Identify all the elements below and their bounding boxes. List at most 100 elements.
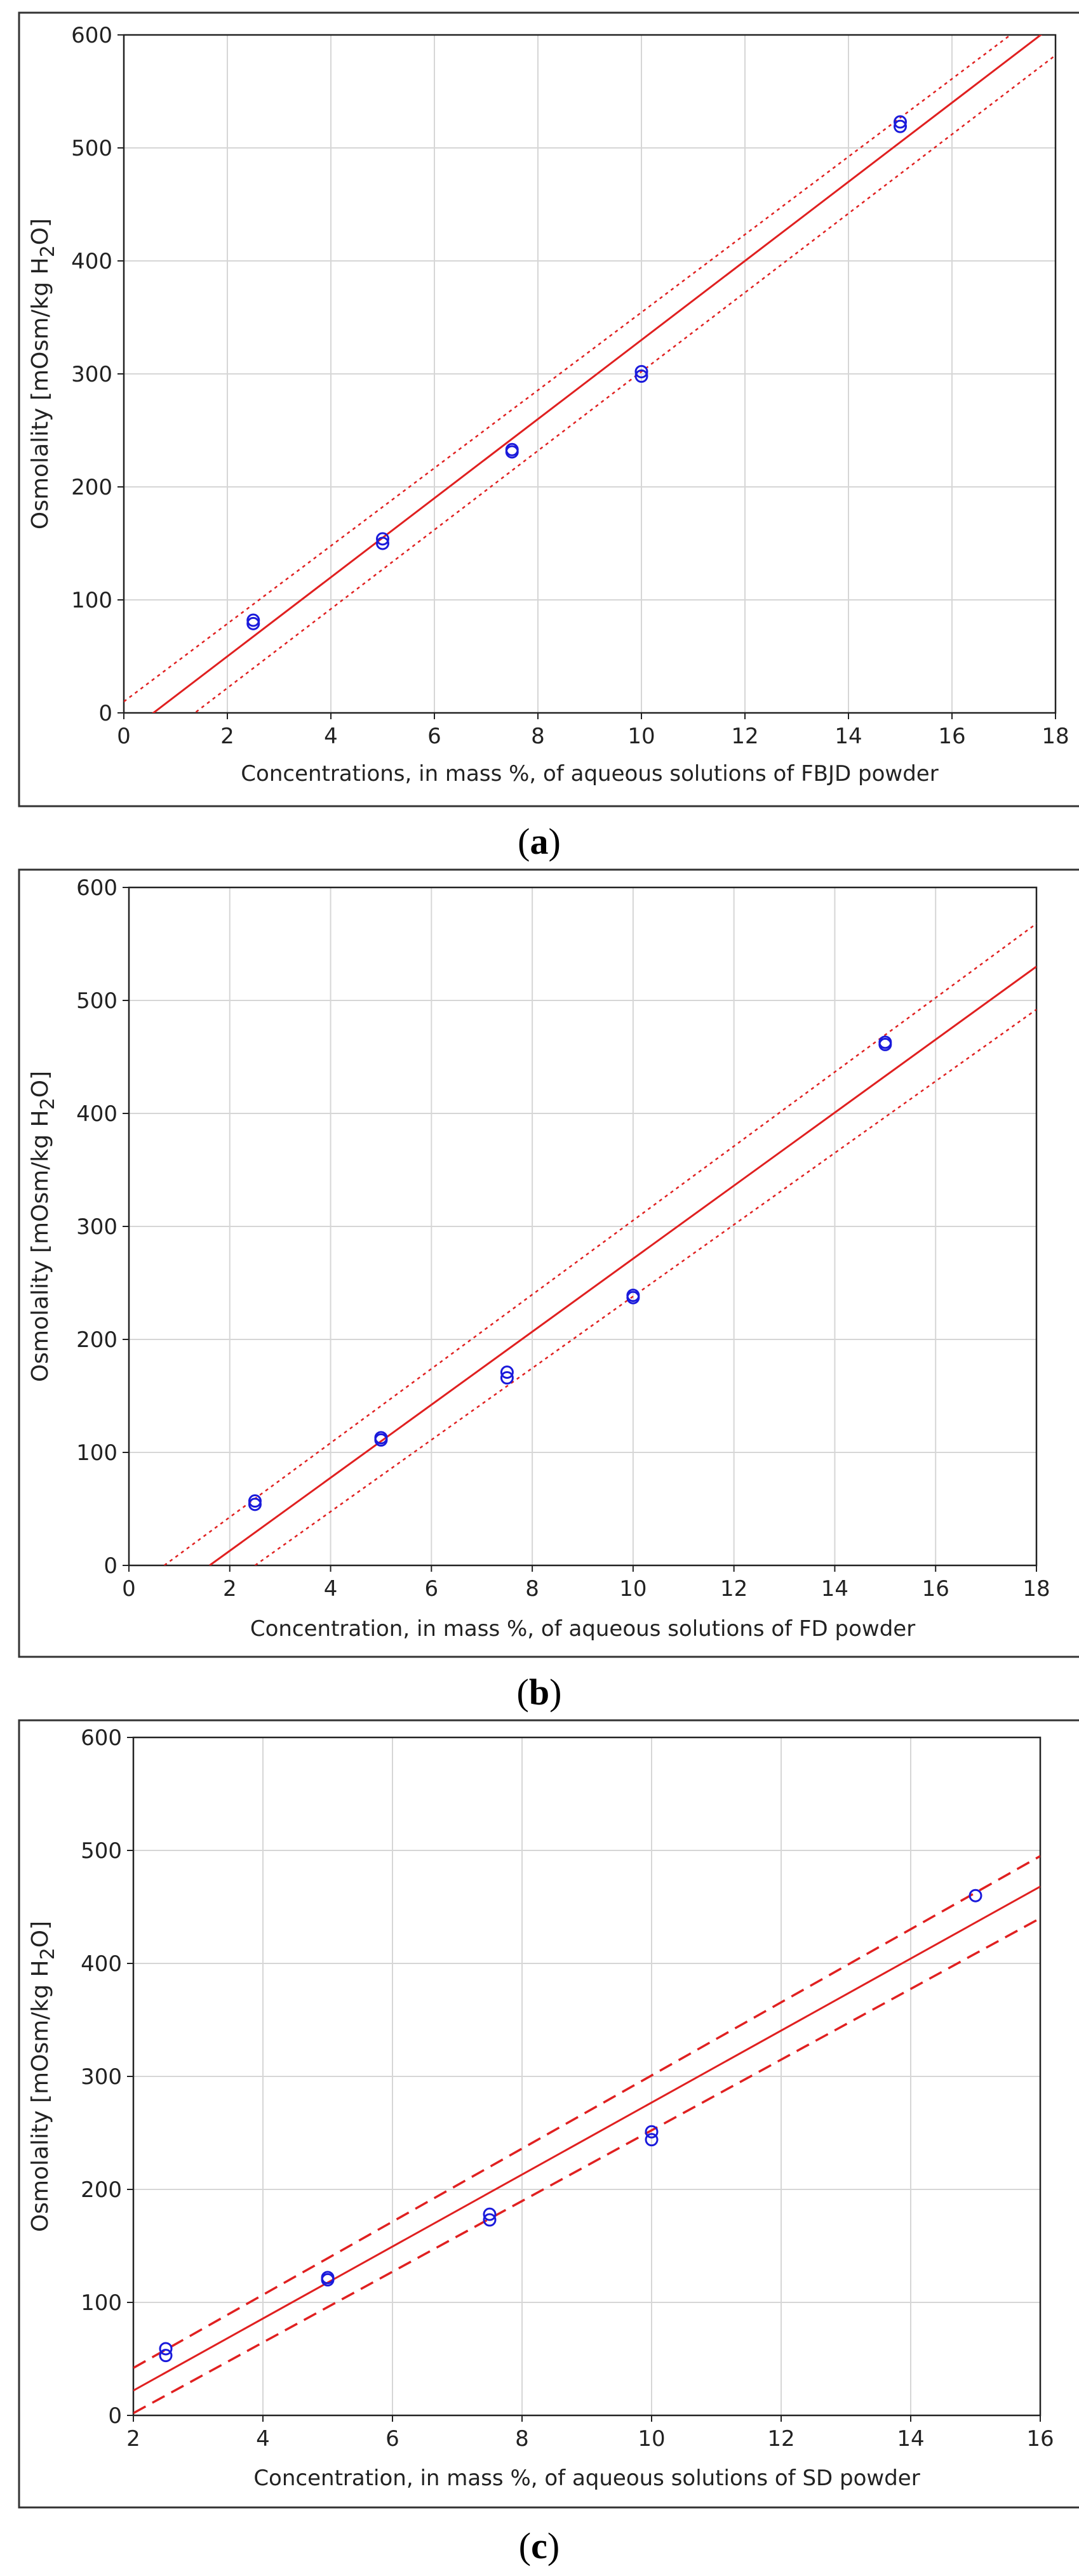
x-tick-label-b: 2 xyxy=(223,1576,237,1602)
data-point-b xyxy=(500,1371,514,1385)
x-tick-label-b: 4 xyxy=(324,1576,338,1602)
data-point-c xyxy=(159,2342,173,2356)
y-tick-label-b: 500 xyxy=(76,988,117,1014)
x-tick-label-c: 12 xyxy=(767,2426,794,2452)
data-point-a xyxy=(894,119,907,133)
panel-c-frame xyxy=(18,1719,1079,2509)
caption-c-close: ) xyxy=(547,2525,560,2566)
data-point-c xyxy=(321,2271,335,2285)
y-tick-label-b: 0 xyxy=(104,1553,117,1579)
data-point-a xyxy=(505,442,519,456)
caption-a-letter: a xyxy=(530,821,549,862)
y-axis-label-b: Osmolality [mOsm/kg H2O] xyxy=(27,1071,59,1382)
lines-a xyxy=(124,35,1056,713)
y-tick-label-a: 500 xyxy=(71,136,112,161)
x-tick-label-c: 14 xyxy=(897,2426,924,2452)
caption-a-open: ( xyxy=(518,821,530,862)
y-tick-label-c: 500 xyxy=(81,1838,122,1864)
lower-confidence-band-a xyxy=(193,55,1056,713)
lines-b xyxy=(163,922,1036,1565)
upper-confidence-band-b xyxy=(163,922,1036,1565)
x-tick-label-a: 4 xyxy=(324,724,338,749)
y-axis-label-sub-c: 2 xyxy=(37,1948,59,1960)
caption-b-letter: b xyxy=(529,1671,549,1713)
data-point-a xyxy=(376,536,389,550)
data-point-a xyxy=(894,115,907,129)
chart-c: 2 4 6 8 10 12 14 16 0 100 200 300 400 500 600 Concentra… xyxy=(27,1725,1054,2491)
x-tick-label-a: 12 xyxy=(731,724,758,749)
y-axis-label-main-a: Osmolality [mOsm/kg H xyxy=(27,257,53,529)
x-tick-label-a: 6 xyxy=(427,724,441,749)
data-point-a xyxy=(634,369,648,383)
caption-a: (a) xyxy=(518,821,561,862)
x-axis-label-b: Concentration, in mass %, of aqueous sol… xyxy=(250,1616,915,1642)
y-tick-label-a: 0 xyxy=(98,701,112,726)
x-tick-label-b: 16 xyxy=(922,1576,949,1602)
x-tick-label-a: 14 xyxy=(834,724,862,749)
x-tick-label-c: 10 xyxy=(638,2426,665,2452)
y-axis-label-end-c: O] xyxy=(27,1921,53,1948)
y-axis-label-end-b: O] xyxy=(27,1071,53,1098)
caption-b: (b) xyxy=(517,1671,562,1713)
caption-c-letter: c xyxy=(531,2525,547,2566)
y-tick-label-a: 300 xyxy=(71,362,112,387)
x-tick-label-b: 8 xyxy=(525,1576,539,1602)
x-tick-label-a: 2 xyxy=(220,724,234,749)
x-tick-label-c: 8 xyxy=(515,2426,529,2452)
y-axis-label-sub-a: 2 xyxy=(37,245,59,257)
y-tick-label-b: 100 xyxy=(76,1440,117,1466)
y-tick-label-b: 300 xyxy=(76,1214,117,1240)
panel-a-frame xyxy=(18,11,1079,807)
y-axis-label-end-a: O] xyxy=(27,218,53,245)
data-point-a xyxy=(634,364,648,378)
upper-confidence-band-c xyxy=(133,1855,1040,2369)
x-tick-label-b: 6 xyxy=(425,1576,439,1602)
x-tick-label-c: 2 xyxy=(126,2426,140,2452)
data-point-b xyxy=(248,1494,262,1508)
chart-a: 0 2 4 6 8 10 12 14 16 18 0 100 200 300 400 500 600 Concen… xyxy=(27,23,1069,787)
x-tick-label-b: 10 xyxy=(619,1576,647,1602)
data-point-b xyxy=(500,1365,514,1379)
regression-line-c xyxy=(133,1885,1040,2392)
y-tick-label-c: 600 xyxy=(81,1725,122,1751)
x-tick-label-b: 18 xyxy=(1022,1576,1050,1602)
x-tick-label-a: 0 xyxy=(117,724,131,749)
lower-confidence-band-c xyxy=(133,1917,1040,2414)
y-tick-label-b: 400 xyxy=(76,1101,117,1127)
y-tick-label-b: 600 xyxy=(76,875,117,901)
data-point-b xyxy=(878,1035,892,1049)
x-tick-label-a: 18 xyxy=(1042,724,1069,749)
y-axis-label-main-c: Osmolality [mOsm/kg H xyxy=(27,1960,53,2232)
data-point-c xyxy=(159,2349,173,2363)
y-tick-label-c: 200 xyxy=(81,2177,122,2203)
y-tick-label-a: 600 xyxy=(71,23,112,48)
data-point-c xyxy=(968,1889,982,1902)
y-tick-label-c: 300 xyxy=(81,2064,122,2090)
data-point-c xyxy=(645,2125,659,2139)
data-point-c xyxy=(483,2207,497,2221)
regression-line-b xyxy=(209,966,1036,1565)
chart-b: 0 2 4 6 8 10 12 14 16 18 0 100 200 300 400 500 600 Concen… xyxy=(27,875,1050,1642)
lines-c xyxy=(133,1855,1040,2414)
x-axis-label-a: Concentrations, in mass %, of aqueous so… xyxy=(241,761,938,787)
x-tick-label-c: 16 xyxy=(1026,2426,1054,2452)
y-tick-label-c: 0 xyxy=(108,2403,122,2429)
data-point-c xyxy=(483,2213,497,2227)
caption-b-close: ) xyxy=(549,1671,561,1713)
caption-b-open: ( xyxy=(517,1671,529,1713)
x-tick-label-b: 0 xyxy=(122,1576,136,1602)
x-tick-label-b: 14 xyxy=(821,1576,848,1602)
caption-a-close: ) xyxy=(549,821,561,862)
caption-c: (c) xyxy=(519,2525,560,2566)
data-point-a xyxy=(376,532,389,546)
x-tick-label-a: 16 xyxy=(938,724,965,749)
y-tick-label-a: 400 xyxy=(71,249,112,274)
caption-c-open: ( xyxy=(519,2525,531,2566)
x-tick-label-c: 6 xyxy=(385,2426,399,2452)
regression-line-a xyxy=(152,35,1043,713)
x-axis-label-c: Concentration, in mass %, of aqueous sol… xyxy=(253,2466,920,2491)
y-tick-label-a: 200 xyxy=(71,475,112,500)
y-tick-label-c: 100 xyxy=(81,2290,122,2316)
x-tick-label-a: 8 xyxy=(531,724,545,749)
